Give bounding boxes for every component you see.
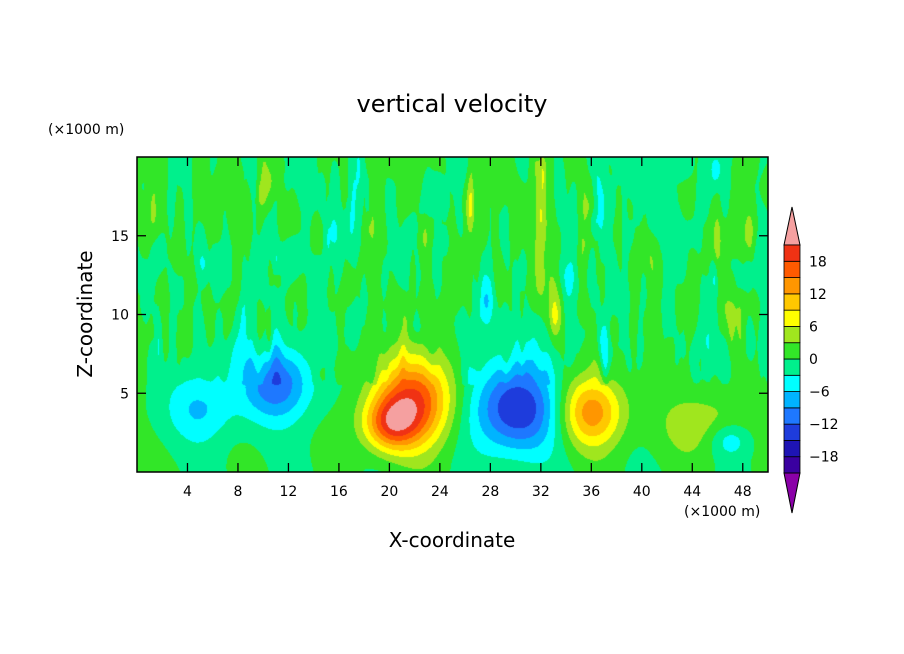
colorbar-tick-label: −12 (809, 417, 839, 433)
colorbar-band (783, 391, 801, 409)
y-tick-label: 10 (111, 308, 129, 324)
plot-area (136, 156, 769, 473)
x-tick-label: 36 (582, 484, 600, 500)
chart-title: vertical velocity (357, 90, 548, 118)
colorbar-band (783, 423, 801, 441)
x-unit-label: (×1000 m) (684, 504, 760, 520)
y-unit-label: (×1000 m) (48, 122, 124, 138)
colorbar-band (783, 358, 801, 376)
x-tick-label: 44 (683, 484, 701, 500)
colorbar-tick-label: 0 (809, 352, 818, 368)
colorbar-band (783, 293, 801, 311)
colorbar-band (783, 342, 801, 360)
colorbar-tick-label: 12 (809, 287, 827, 303)
x-tick-label: 8 (233, 484, 242, 500)
x-axis-label: X-coordinate (389, 528, 516, 552)
x-tick-label: 32 (532, 484, 550, 500)
colorbar-tick-label: 18 (809, 254, 827, 270)
colorbar-tick-label: −18 (809, 450, 839, 466)
colorbar-tick-label: 6 (809, 319, 818, 335)
x-tick-label: 16 (330, 484, 348, 500)
colorbar-band (783, 407, 801, 425)
y-axis-label: Z-coordinate (73, 250, 97, 377)
x-tick-label: 4 (183, 484, 192, 500)
colorbar-tick-label: −6 (809, 385, 830, 401)
colorbar-min-triangle (783, 472, 801, 514)
x-axis-ticks: 4 8 12 16 20 24 28 32 36 40 44 48 (183, 157, 752, 500)
x-tick-label: 28 (481, 484, 499, 500)
y-tick-label: 5 (120, 386, 129, 402)
colorbar-band (783, 277, 801, 295)
colorbar-band (783, 374, 801, 392)
y-axis-ticks: 5 10 15 (111, 229, 768, 402)
x-tick-label: 12 (280, 484, 298, 500)
x-tick-label: 24 (431, 484, 449, 500)
velocity-field (137, 157, 768, 472)
colorbar-band (783, 260, 801, 278)
colorbar-band (783, 309, 801, 327)
colorbar-band (783, 326, 801, 344)
x-tick-label: 40 (633, 484, 651, 500)
colorbar-max-triangle (783, 206, 801, 246)
colorbar: −18 −12 −6 0 6 12 18 (783, 206, 839, 514)
colorbar-band (783, 244, 801, 262)
x-tick-label: 20 (380, 484, 398, 500)
colorbar-band (783, 440, 801, 458)
colorbar-band (783, 456, 801, 474)
y-tick-label: 15 (111, 229, 129, 245)
x-tick-label: 48 (734, 484, 752, 500)
